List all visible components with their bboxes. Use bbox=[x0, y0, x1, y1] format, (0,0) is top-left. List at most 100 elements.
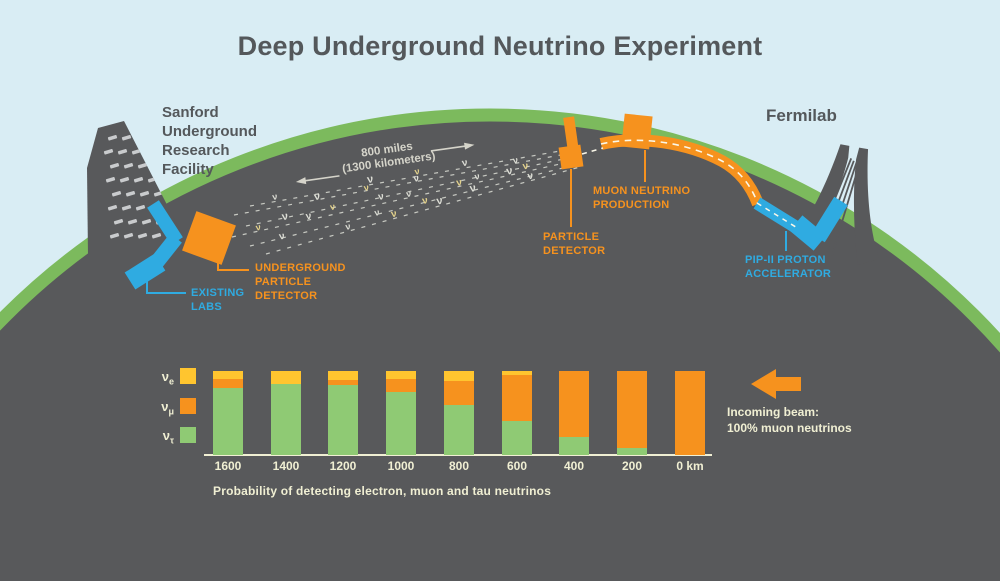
nu-glyph: ν bbox=[377, 191, 385, 203]
segment-nu_tau bbox=[328, 385, 358, 455]
nu-glyph: ν bbox=[421, 195, 429, 207]
nu-glyph: ν bbox=[436, 195, 444, 208]
nu-glyph: ν bbox=[281, 210, 289, 223]
muon-production-label: MUON NEUTRINO PRODUCTION bbox=[593, 185, 691, 211]
nu-glyph: ν bbox=[469, 182, 477, 195]
earth-cross-section bbox=[0, 108, 1000, 581]
axis-tick-label: 200 bbox=[621, 459, 643, 473]
segment-nu_tau bbox=[271, 384, 301, 455]
beam-dashed-line bbox=[231, 159, 579, 238]
bar-200 bbox=[617, 371, 647, 455]
beam-dashed-line bbox=[249, 163, 580, 247]
beam-dashed-line bbox=[245, 155, 579, 227]
segment-nu_tau bbox=[502, 421, 532, 455]
segment-nu_tau bbox=[213, 388, 243, 455]
axis-tick-label: 1000 bbox=[387, 459, 415, 473]
segment-nu_mu bbox=[617, 371, 647, 448]
legend-symbol-nu_mu: νμ bbox=[161, 398, 174, 417]
segment-nu_e bbox=[213, 371, 243, 379]
nu-glyph: ν bbox=[278, 231, 286, 243]
segment-nu_tau bbox=[617, 448, 647, 455]
nu-glyph: ν bbox=[461, 157, 469, 169]
bar-600 bbox=[502, 371, 532, 455]
beam-dashed-line bbox=[233, 151, 578, 216]
pip2-accelerator-label: PIP-II PROTON ACCELERATOR bbox=[745, 254, 832, 280]
nu-glyph: ν bbox=[329, 201, 336, 212]
nu-glyph: ν bbox=[272, 191, 279, 202]
segment-nu_mu bbox=[675, 371, 705, 455]
axis-tick-label: 0 km bbox=[676, 459, 704, 473]
bar-800 bbox=[444, 371, 474, 455]
segment-nu_tau bbox=[444, 405, 474, 455]
nu-glyph: ν bbox=[374, 207, 381, 218]
segment-nu_mu bbox=[386, 379, 416, 392]
segment-nu_e bbox=[502, 371, 532, 375]
nu-glyph: ν bbox=[522, 161, 530, 173]
segment-nu_mu bbox=[502, 375, 532, 421]
nu-glyph: ν bbox=[413, 173, 421, 185]
nu-glyph: ν bbox=[512, 155, 519, 166]
nu-glyph: ν bbox=[255, 222, 262, 233]
nu-glyph: ν bbox=[313, 190, 321, 203]
axis-tick-label: 1200 bbox=[329, 459, 357, 473]
nu-glyph: ν bbox=[474, 171, 481, 182]
legend-symbol-nu_e: νe bbox=[161, 369, 174, 387]
beam-dashed-line bbox=[249, 147, 578, 207]
segment-nu_mu bbox=[328, 380, 358, 385]
segment-nu_mu bbox=[444, 381, 474, 405]
nu-glyph: ν bbox=[345, 221, 352, 232]
beam-dash-segment bbox=[581, 147, 604, 155]
leader-existing-labs bbox=[146, 273, 186, 294]
nu-glyph: ν bbox=[456, 177, 464, 189]
nu-glyph: ν bbox=[366, 173, 374, 186]
nu-glyph: ν bbox=[363, 182, 370, 193]
segment-nu_e bbox=[328, 371, 358, 380]
page-title: Deep Underground Neutrino Experiment bbox=[237, 31, 763, 61]
bar-0-km bbox=[675, 371, 705, 455]
sanford-facility-label: Sanford Underground Research Facility bbox=[162, 104, 257, 178]
underground-detector-shape bbox=[182, 211, 236, 265]
segment-nu_tau bbox=[386, 392, 416, 455]
arrow-right-icon bbox=[464, 142, 475, 150]
segment-nu_mu bbox=[559, 371, 589, 437]
legend-swatch-nu_mu bbox=[180, 397, 196, 414]
axis-tick-label: 800 bbox=[448, 459, 470, 473]
existing-labs-label: EXISTING LABS bbox=[191, 287, 245, 313]
legend-swatch-nu_e bbox=[180, 368, 196, 384]
nu-glyph: ν bbox=[305, 211, 313, 223]
pip2-accelerator-shape bbox=[753, 196, 848, 251]
segment-nu_e bbox=[386, 371, 416, 379]
nu-glyph: ν bbox=[506, 165, 514, 178]
segment-nu_mu bbox=[213, 379, 243, 388]
legend-symbol-nu_tau: ντ bbox=[162, 428, 174, 446]
arrow-left-icon bbox=[295, 177, 307, 185]
axis-tick-label: 1600 bbox=[214, 459, 242, 473]
leader-underground-detector bbox=[217, 261, 249, 271]
beam-pipe-centerline bbox=[600, 139, 759, 205]
underground-detector-label: UNDERGROUND PARTICLE DETECTOR bbox=[255, 262, 346, 302]
segment-nu_e bbox=[444, 371, 474, 381]
axis-tick-label: 1400 bbox=[272, 459, 300, 473]
bar-400 bbox=[559, 371, 589, 455]
legend-swatch-nu_tau bbox=[180, 427, 196, 443]
fermilab-label: Fermilab bbox=[766, 106, 837, 125]
axis-tick-label: 400 bbox=[563, 459, 585, 473]
axis-tick-label: 600 bbox=[506, 459, 528, 473]
chart-caption: Probability of detecting electron, muon … bbox=[213, 484, 552, 498]
bar-1400 bbox=[271, 371, 301, 455]
nu-glyph: ν bbox=[405, 188, 412, 199]
segment-nu_tau bbox=[559, 437, 589, 455]
incoming-beam-label: Incoming beam: 100% muon neutrinos bbox=[727, 405, 852, 435]
incoming-beam-arrow-icon bbox=[751, 369, 801, 399]
bar-1200 bbox=[328, 371, 358, 455]
bar-1600 bbox=[213, 371, 243, 455]
nu-glyph: ν bbox=[390, 208, 398, 220]
chart-axis bbox=[204, 454, 712, 456]
nu-glyph: ν bbox=[414, 166, 421, 177]
particle-detector-shape bbox=[558, 116, 584, 170]
existing-labs-shape bbox=[124, 200, 183, 290]
bar-1000 bbox=[386, 371, 416, 455]
